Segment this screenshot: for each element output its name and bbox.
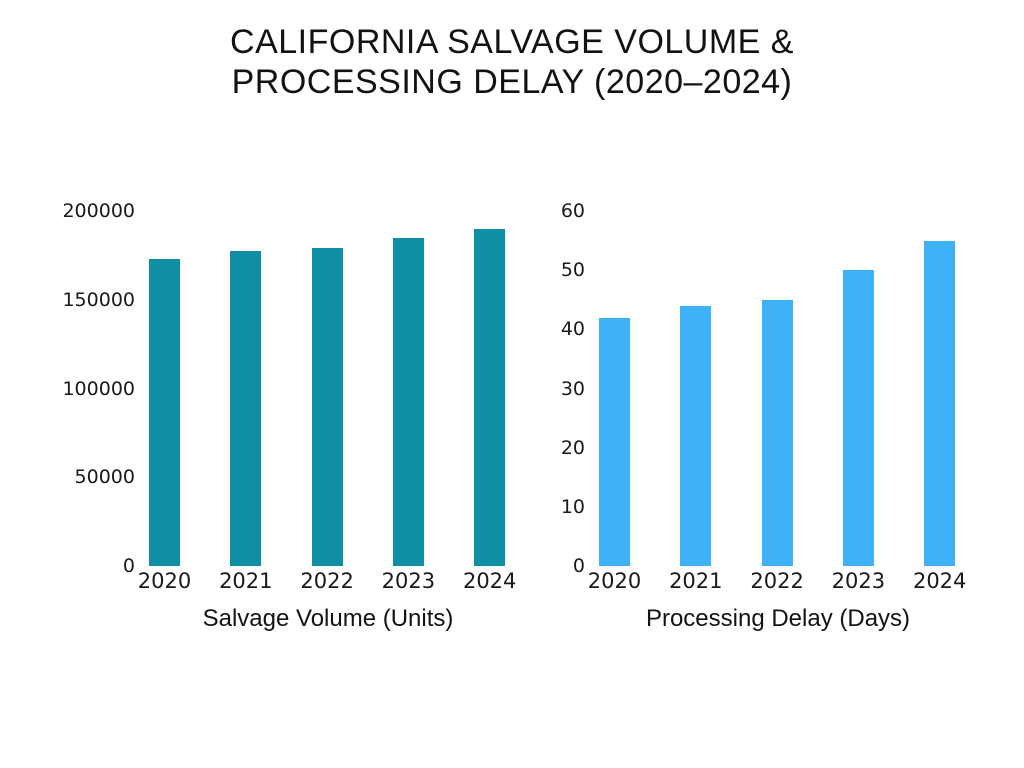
y-tick-50000: 50000 [74, 466, 135, 489]
bar-2023 [392, 237, 424, 566]
y-tick-60: 60 [560, 200, 585, 222]
processing-delay-chart: 0 10 20 30 40 50 60 2020 2021 2022 2023 2024 Proce… [505, 195, 975, 650]
bar-2022 [761, 299, 793, 566]
y-tick-0: 0 [572, 555, 585, 577]
x-tick-2023: 2023 [831, 569, 886, 593]
y-axis: 0 10 20 30 40 50 60 [505, 195, 585, 595]
y-tick-50: 50 [560, 259, 585, 282]
plot-area [147, 211, 509, 566]
y-tick-150000: 150000 [62, 288, 135, 311]
y-tick-30: 30 [560, 377, 585, 400]
x-axis-title: Processing Delay (Days) [645, 605, 911, 632]
y-tick-10: 10 [560, 495, 585, 518]
y-axis: 0 50000 100000 150000 200000 [55, 195, 135, 595]
title-line-1: CALIFORNIA SALVAGE VOLUME & [230, 23, 794, 61]
bar-2020 [599, 317, 630, 566]
x-axis-title: Salvage Volume (Units) [202, 605, 454, 632]
bar-2024 [474, 228, 506, 566]
y-tick-20: 20 [560, 436, 585, 459]
bar-2024 [924, 240, 956, 566]
x-tick-2024: 2024 [462, 569, 517, 593]
x-tick-2022: 2022 [750, 569, 804, 593]
bar-2021 [680, 305, 712, 566]
x-tick-2024: 2024 [912, 569, 967, 593]
salvage-volume-chart: 0 50000 100000 150000 200000 2020 2021 2022 202… [55, 195, 525, 650]
bar-2020 [149, 258, 180, 566]
x-tick-2021: 2021 [219, 569, 273, 593]
y-tick-200000: 200000 [62, 200, 135, 222]
bar-2022 [311, 248, 343, 566]
y-tick-100000: 100000 [62, 377, 135, 400]
x-tick-2022: 2022 [300, 569, 354, 593]
title-line-2: PROCESSING DELAY (2020–2024) [231, 63, 793, 101]
plot-area [597, 211, 959, 566]
chart-title: CALIFORNIA SALVAGE VOLUME & PROCESSING D… [0, 22, 1024, 102]
x-axis: 2020 2021 2022 2023 2024 [588, 568, 967, 596]
y-tick-0: 0 [122, 555, 135, 577]
bar-2023 [842, 270, 874, 566]
x-tick-2021: 2021 [669, 569, 723, 593]
bar-2021 [230, 250, 262, 566]
x-axis: 2020 2021 2022 2023 2024 [138, 568, 517, 596]
x-tick-2020: 2020 [137, 569, 192, 593]
y-tick-40: 40 [560, 318, 585, 341]
x-tick-2023: 2023 [381, 569, 436, 593]
x-tick-2020: 2020 [587, 569, 642, 593]
